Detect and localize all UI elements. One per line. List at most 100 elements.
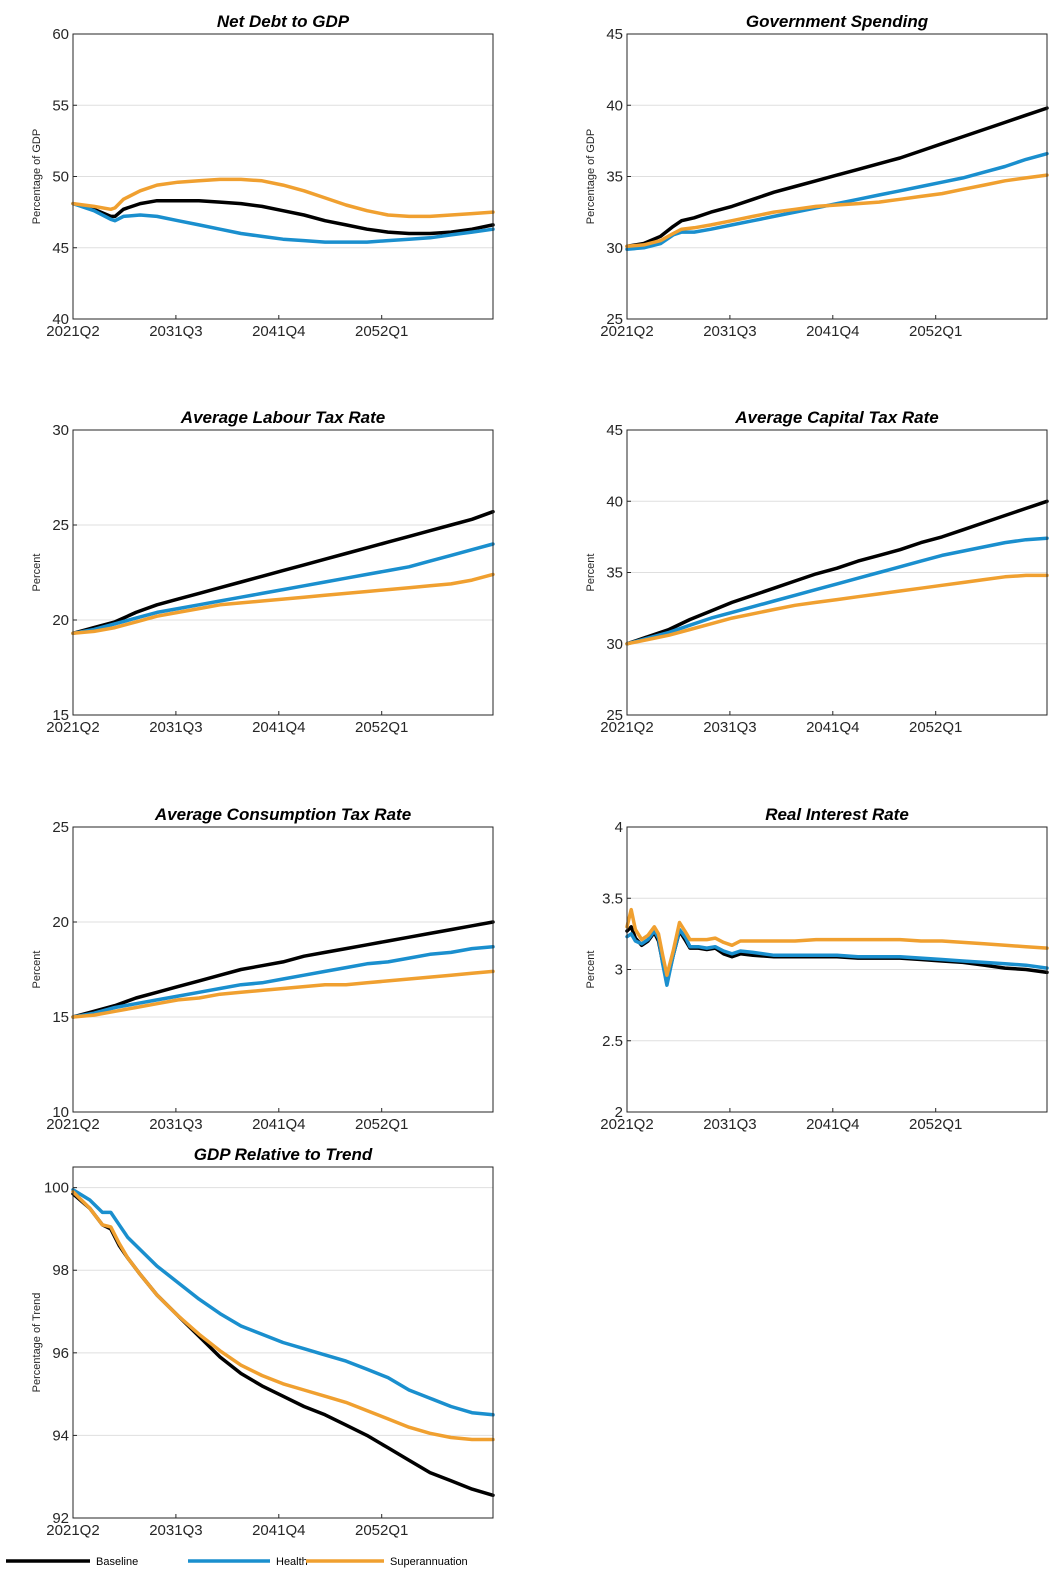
chart-panel: 10 15 20 25 2021Q2 2031Q3 2041Q4 2052Q1 Average …	[31, 805, 495, 1133]
x-tick-label: 2052Q1	[355, 1116, 408, 1133]
series-line-health	[71, 542, 495, 636]
legend-label: Superannuation	[390, 1556, 468, 1568]
x-tick-label: 2031Q3	[149, 323, 202, 340]
y-tick-label: 40	[606, 493, 623, 510]
y-tick-label: 92	[52, 1510, 69, 1527]
x-tick-label: 2021Q2	[46, 323, 99, 340]
y-tick-label: 3	[615, 962, 623, 979]
x-tick-label: 2021Q2	[46, 1522, 99, 1539]
y-tick-label: 100	[44, 1180, 69, 1197]
y-tick-label: 30	[606, 636, 623, 653]
chart-panels: 40 45 50 55 60 2021Q2 2031Q3 2041Q4 2052Q1 Net De…	[31, 12, 1049, 1539]
x-tick-label: 2031Q3	[703, 1116, 756, 1133]
series-line-health	[71, 201, 495, 244]
y-tick-label: 30	[52, 422, 69, 439]
y-tick-label: 25	[606, 707, 623, 724]
chart-title: Average Consumption Tax Rate	[154, 805, 411, 824]
x-tick-label: 2041Q4	[806, 323, 859, 340]
y-tick-label: 3.5	[602, 890, 623, 907]
plot-area	[73, 827, 493, 1112]
axes-box	[72, 1166, 494, 1519]
series-line-superannuation	[71, 177, 495, 219]
y-tick-label: 40	[606, 97, 623, 114]
y-axis-label: Percentage of GDP	[31, 129, 43, 224]
chart-panel: 40 45 50 55 60 2021Q2 2031Q3 2041Q4 2052Q1 Net De…	[31, 12, 495, 340]
chart-title: Average Capital Tax Rate	[734, 408, 938, 427]
x-tick-label: 2052Q1	[909, 1116, 962, 1133]
chart-panel: 92 94 96 98 100 2021Q2 2031Q3 2041Q4 2052Q1 GDP R…	[31, 1145, 495, 1539]
y-tick-label: 20	[52, 914, 69, 931]
plot-area	[73, 430, 493, 715]
x-tick-label: 2041Q4	[252, 1116, 305, 1133]
series-line-baseline	[71, 509, 495, 636]
series-line-baseline	[625, 499, 1049, 646]
x-tick-label: 2031Q3	[703, 323, 756, 340]
y-tick-label: 35	[606, 169, 623, 186]
x-tick-label: 2031Q3	[149, 719, 202, 736]
x-tick-label: 2052Q1	[909, 323, 962, 340]
legend-label: Baseline	[96, 1556, 138, 1568]
series-line-baseline	[625, 106, 1049, 249]
chart-title: GDP Relative to Trend	[194, 1145, 373, 1164]
axes-box	[626, 33, 1048, 320]
y-tick-label: 30	[606, 240, 623, 257]
y-tick-label: 25	[52, 517, 69, 534]
chart-title: Net Debt to GDP	[217, 12, 350, 31]
series-line-superannuation	[625, 173, 1049, 249]
x-tick-label: 2052Q1	[355, 719, 408, 736]
series-line-health	[625, 536, 1049, 646]
y-tick-label: 45	[606, 26, 623, 43]
series-line-baseline	[71, 198, 495, 236]
legend-label: Health	[276, 1556, 308, 1568]
y-tick-label: 2.5	[602, 1033, 623, 1050]
y-tick-label: 50	[52, 169, 69, 186]
x-tick-label: 2021Q2	[600, 323, 653, 340]
chart-panel: 25 30 35 40 45 2021Q2 2031Q3 2041Q4 2052Q1 Averag…	[585, 408, 1049, 736]
y-axis-label: Percentage of GDP	[585, 129, 597, 224]
x-tick-label: 2041Q4	[806, 719, 859, 736]
y-tick-label: 25	[52, 819, 69, 836]
x-tick-label: 2021Q2	[600, 1116, 653, 1133]
y-tick-label: 40	[52, 311, 69, 328]
series-line-superannuation	[625, 573, 1049, 646]
chart-panel: 2 2.5 3 3.5 4 2021Q2 2031Q3 2041Q4 2052Q1 Real In…	[585, 805, 1049, 1133]
legend: Baseline Health Superannuation	[6, 1556, 468, 1568]
y-axis-label: Percent	[31, 951, 43, 989]
y-axis-label: Percentage of Trend	[31, 1293, 43, 1393]
legend-item-baseline: Baseline	[6, 1556, 138, 1568]
y-tick-label: 55	[52, 97, 69, 114]
y-tick-label: 15	[52, 1009, 69, 1026]
y-axis-label: Percent	[585, 554, 597, 592]
x-tick-label: 2052Q1	[355, 1522, 408, 1539]
x-tick-label: 2052Q1	[355, 323, 408, 340]
x-tick-label: 2041Q4	[252, 323, 305, 340]
x-tick-label: 2031Q3	[149, 1522, 202, 1539]
series-line-superannuation	[71, 572, 495, 636]
series-line-health	[625, 927, 1049, 987]
y-tick-label: 2	[615, 1104, 623, 1121]
y-tick-label: 4	[615, 819, 623, 836]
x-tick-label: 2031Q3	[703, 719, 756, 736]
series-line-health	[71, 1187, 495, 1417]
x-tick-label: 2021Q2	[46, 1116, 99, 1133]
x-tick-label: 2041Q4	[252, 719, 305, 736]
y-tick-label: 35	[606, 565, 623, 582]
legend-item-health: Health	[188, 1556, 308, 1568]
axes-box	[72, 429, 494, 716]
y-tick-label: 10	[52, 1104, 69, 1121]
series-line-baseline	[71, 920, 495, 1019]
axes-box	[626, 429, 1048, 716]
chart-title: Average Labour Tax Rate	[180, 408, 385, 427]
chart-panel: 25 30 35 40 45 2021Q2 2031Q3 2041Q4 2052Q1 Govern…	[585, 12, 1049, 340]
chart-panel: 15 20 25 30 2021Q2 2031Q3 2041Q4 2052Q1 Average …	[31, 408, 495, 736]
y-tick-label: 60	[52, 26, 69, 43]
y-axis-label: Percent	[31, 554, 43, 592]
y-tick-label: 45	[52, 240, 69, 257]
x-tick-label: 2021Q2	[600, 719, 653, 736]
series-line-superannuation	[625, 907, 1049, 977]
series-line-health	[71, 944, 495, 1019]
chart-title: Real Interest Rate	[765, 805, 909, 824]
y-tick-label: 94	[52, 1427, 69, 1444]
series-line-superannuation	[71, 969, 495, 1019]
